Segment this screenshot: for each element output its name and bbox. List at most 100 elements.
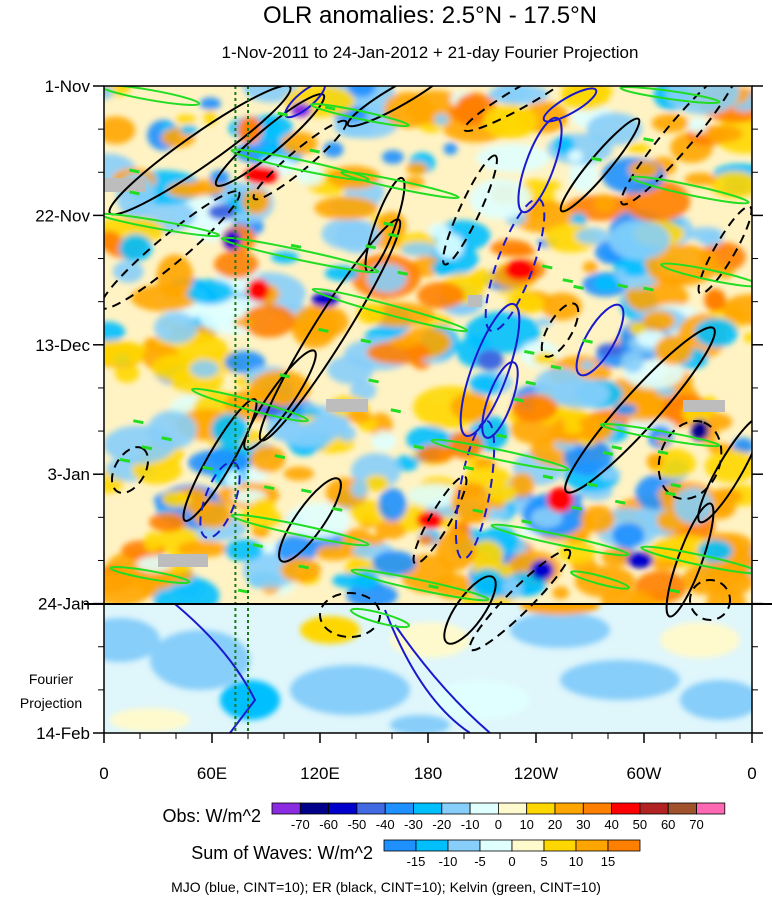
- kelvin-contour: [310, 102, 410, 128]
- colorbar-box: [328, 802, 358, 815]
- kelvin-dash: [365, 244, 376, 250]
- mjo-projection-contour: [384, 609, 471, 733]
- obs-cell: [651, 559, 679, 571]
- obs-cell-strong-cool: [290, 102, 312, 118]
- colorbar-tick-label: 50: [633, 817, 647, 832]
- er-contour-negative: [620, 86, 740, 206]
- colorbar-tick-label: 0: [495, 817, 502, 832]
- colorbar-tick-label: 15: [601, 854, 615, 869]
- obs-cell: [348, 557, 369, 572]
- colorbar-tick-label: -50: [348, 817, 367, 832]
- y-tick-label: 1-Nov: [45, 77, 91, 96]
- obs-cell: [575, 227, 610, 245]
- colorbar-tick-label: 20: [548, 817, 562, 832]
- obs-cell: [468, 268, 494, 288]
- obs-cell-strong-warm: [704, 288, 726, 312]
- obs-cell: [233, 317, 255, 328]
- obs-cell: [209, 170, 230, 186]
- obs-cell: [364, 474, 389, 492]
- obs-cell: [541, 180, 561, 191]
- mjo-contour-positive: [575, 303, 625, 377]
- x-tick-label: 180: [414, 764, 442, 783]
- colorbar-box: [582, 802, 612, 815]
- x-axis: 0 60E 120E 180 120W 60W 0: [99, 733, 757, 783]
- colorbar-box: [479, 839, 513, 852]
- obs-cell-strong-cool: [626, 551, 654, 569]
- obs-cell: [323, 141, 344, 158]
- kelvin-dash: [141, 445, 153, 451]
- colorbar-box: [383, 839, 417, 852]
- obs-cell: [389, 336, 419, 349]
- colorbar-tick-label: 10: [569, 854, 583, 869]
- obs-cell-strong-warm: [504, 259, 536, 281]
- kelvin-dash: [279, 373, 291, 379]
- colorbar-box: [413, 802, 443, 815]
- kelvin-contour: [349, 607, 411, 629]
- kelvin-dash: [643, 286, 654, 292]
- obs-cell: [347, 86, 376, 98]
- kelvin-dash: [237, 588, 249, 594]
- obs-cell: [372, 550, 417, 576]
- er-contour-negative: [104, 190, 241, 310]
- obs-cell: [149, 512, 186, 532]
- mjo-contour-positive: [481, 361, 519, 439]
- colorbar-tick-label: -60: [319, 817, 338, 832]
- obs-cell: [298, 408, 320, 417]
- colorbar-tick-label: 5: [540, 854, 547, 869]
- obs-cell: [709, 488, 743, 506]
- obs-cell: [406, 162, 428, 176]
- obs-cell: [242, 304, 296, 338]
- kelvin-contour: [570, 570, 630, 590]
- kelvin-dash: [611, 445, 623, 451]
- obs-cell: [443, 142, 458, 155]
- obs-cell: [161, 490, 192, 508]
- mjo-projection-contour: [394, 624, 491, 733]
- obs-cell: [213, 250, 259, 279]
- colorbar-tick-label: -5: [474, 854, 486, 869]
- obs-cell: [501, 246, 536, 257]
- projection-cell: [150, 630, 250, 690]
- obs-cell: [224, 470, 242, 489]
- colorbar-box: [543, 839, 577, 852]
- obs-cell: [628, 160, 659, 180]
- colorbar-tick-label: -15: [407, 854, 426, 869]
- y-tick-label: 3-Jan: [47, 465, 90, 484]
- colorbar-box: [607, 839, 641, 852]
- colorbar-box: [384, 802, 414, 815]
- obs-cell: [433, 573, 474, 600]
- kelvin-dash: [331, 506, 343, 512]
- obs-cell: [511, 393, 558, 423]
- projection-cell: [560, 660, 680, 700]
- er-contour-negative: [468, 548, 572, 652]
- mjo-contour-positive: [459, 302, 521, 438]
- obs-cell-strong-warm: [416, 511, 444, 529]
- mjo-contour-negative: [454, 420, 496, 560]
- obs-cell: [535, 318, 553, 327]
- obs-cell: [378, 488, 407, 522]
- kelvin-dash: [591, 156, 602, 162]
- obs-cell: [684, 172, 717, 186]
- obs-anomaly-field: [104, 86, 752, 604]
- projection-cell: [390, 622, 470, 658]
- kelvin-contour: [619, 86, 721, 105]
- kelvin-dash: [133, 419, 144, 425]
- kelvin-dash: [263, 485, 275, 491]
- obs-cell: [476, 144, 550, 173]
- projection-cell: [520, 604, 600, 615]
- obs-cell: [688, 117, 708, 134]
- kelvin-contour: [311, 287, 469, 333]
- colorbar-tick-label: -70: [291, 817, 310, 832]
- obs-cell: [366, 340, 430, 365]
- er-contour-positive: [278, 477, 342, 563]
- colorbar-box: [554, 802, 584, 815]
- x-tick-label: 0: [747, 764, 756, 783]
- obs-cell: [487, 484, 518, 504]
- kelvin-dash: [390, 408, 402, 414]
- kelvin-dash: [428, 584, 439, 590]
- kelvin-contour: [230, 148, 370, 182]
- er-contour-positive: [243, 349, 317, 451]
- obs-cell: [104, 321, 126, 342]
- kelvin-contour: [430, 438, 570, 472]
- colorbar-box: [667, 802, 697, 815]
